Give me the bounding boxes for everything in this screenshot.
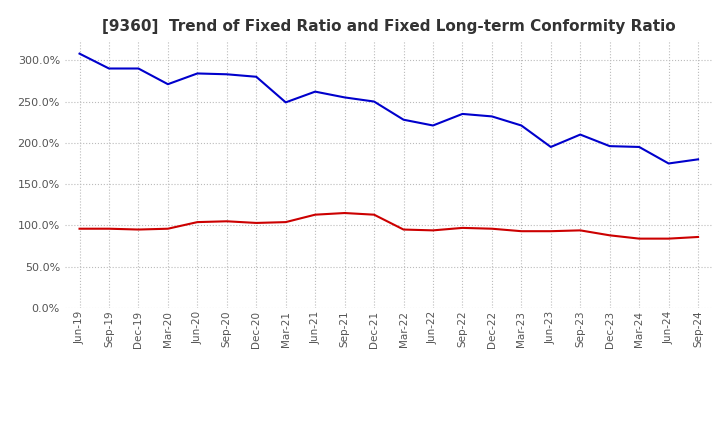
Fixed Ratio	[370, 99, 379, 104]
Fixed Long-term Conformity Ratio	[399, 227, 408, 232]
Fixed Long-term Conformity Ratio	[311, 212, 320, 217]
Fixed Long-term Conformity Ratio	[665, 236, 673, 241]
Fixed Long-term Conformity Ratio	[75, 226, 84, 231]
Fixed Ratio	[252, 74, 261, 79]
Fixed Ratio	[75, 51, 84, 56]
Title: [9360]  Trend of Fixed Ratio and Fixed Long-term Conformity Ratio: [9360] Trend of Fixed Ratio and Fixed Lo…	[102, 19, 675, 34]
Fixed Long-term Conformity Ratio	[517, 228, 526, 234]
Fixed Ratio	[428, 123, 437, 128]
Fixed Long-term Conformity Ratio	[134, 227, 143, 232]
Fixed Ratio	[282, 100, 290, 105]
Fixed Ratio	[665, 161, 673, 166]
Fixed Long-term Conformity Ratio	[193, 220, 202, 225]
Fixed Long-term Conformity Ratio	[104, 226, 113, 231]
Fixed Ratio	[546, 144, 555, 150]
Fixed Ratio	[341, 95, 349, 100]
Fixed Long-term Conformity Ratio	[487, 226, 496, 231]
Fixed Ratio	[635, 144, 644, 150]
Fixed Ratio	[694, 157, 703, 162]
Fixed Ratio	[576, 132, 585, 137]
Fixed Ratio	[222, 72, 231, 77]
Fixed Long-term Conformity Ratio	[546, 228, 555, 234]
Fixed Long-term Conformity Ratio	[282, 220, 290, 225]
Fixed Long-term Conformity Ratio	[252, 220, 261, 226]
Fixed Ratio	[134, 66, 143, 71]
Line: Fixed Ratio: Fixed Ratio	[79, 54, 698, 164]
Fixed Ratio	[104, 66, 113, 71]
Fixed Ratio	[311, 89, 320, 94]
Fixed Long-term Conformity Ratio	[222, 219, 231, 224]
Fixed Long-term Conformity Ratio	[163, 226, 172, 231]
Fixed Ratio	[487, 114, 496, 119]
Fixed Ratio	[193, 71, 202, 76]
Fixed Long-term Conformity Ratio	[458, 225, 467, 231]
Fixed Ratio	[517, 123, 526, 128]
Fixed Ratio	[458, 111, 467, 117]
Fixed Ratio	[163, 81, 172, 87]
Fixed Long-term Conformity Ratio	[606, 233, 614, 238]
Fixed Long-term Conformity Ratio	[341, 210, 349, 216]
Fixed Long-term Conformity Ratio	[576, 228, 585, 233]
Fixed Ratio	[399, 117, 408, 122]
Fixed Long-term Conformity Ratio	[694, 235, 703, 240]
Fixed Ratio	[606, 143, 614, 149]
Fixed Long-term Conformity Ratio	[635, 236, 644, 241]
Fixed Long-term Conformity Ratio	[370, 212, 379, 217]
Line: Fixed Long-term Conformity Ratio: Fixed Long-term Conformity Ratio	[79, 213, 698, 238]
Fixed Long-term Conformity Ratio	[428, 228, 437, 233]
